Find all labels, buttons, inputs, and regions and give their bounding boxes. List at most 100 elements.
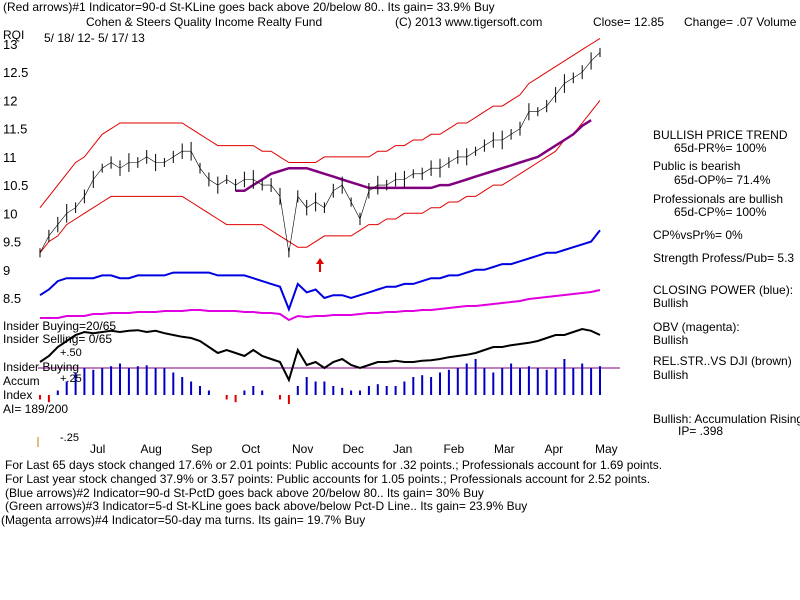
accum-bar	[279, 395, 281, 400]
y-tick-label: 8.5	[3, 291, 21, 306]
accum-bar	[359, 390, 361, 395]
change-value: Change= .07 Volume	[684, 15, 797, 29]
fund-name: Cohen & Steers Quality Income Realty Fun…	[86, 15, 323, 29]
accum-bar	[243, 390, 246, 395]
accum-tick-plus25: +.25	[60, 373, 82, 385]
accum-bar	[590, 368, 593, 395]
indicator-2-text: (Blue arrows)#2 Indicator=90-d St-PctD g…	[5, 486, 484, 500]
pr-value: 65d-PR%= 100%	[674, 141, 767, 155]
accum-bar	[234, 395, 237, 403]
accum-bar	[199, 386, 201, 395]
cp-vs-pr: CP%vsPr%= 0%	[653, 228, 743, 242]
public-status: Public is bearish	[653, 159, 741, 173]
accum-bar	[483, 368, 486, 395]
accum-bar	[403, 381, 406, 395]
accum-bar	[430, 377, 433, 395]
accum-bar	[376, 384, 379, 395]
accum-bar	[261, 390, 264, 395]
indicator-3-text: (Green arrows)#3 Indicator=5-d St-KLine …	[5, 499, 528, 513]
accum-tick-plus50: +.50	[60, 347, 82, 359]
accum-bar	[47, 395, 50, 403]
accum-bar	[65, 381, 68, 395]
x-tick-label: Mar	[494, 442, 515, 456]
footer-last-year: For Last year stock changed 37.9% or 3.5…	[5, 472, 651, 486]
accum-bar	[154, 368, 157, 395]
accum-status: Bullish: Accumulation Rising	[653, 412, 800, 426]
accum-index-bars	[39, 359, 601, 404]
accum-bar	[181, 377, 184, 395]
x-tick-label: Aug	[141, 442, 162, 456]
relstr-label: REL.STR..VS DJI (brown)	[653, 354, 792, 368]
obv-status: Bullish	[653, 333, 689, 347]
y-tick-label: 9	[3, 263, 10, 278]
accum-bar	[163, 368, 166, 395]
accum-bar	[572, 368, 575, 395]
accum-tick-minus25: -.25	[60, 432, 79, 444]
obv-line	[40, 289, 601, 322]
accum-bar	[527, 366, 530, 395]
rel-strength-line	[39, 327, 601, 383]
indicator-1-text: (Red arrows)#1 Indicator=90-d St-KLine g…	[3, 0, 495, 14]
ip-value: IP= .398	[678, 424, 724, 438]
accum-bar	[119, 363, 121, 395]
y-tick-label: 12.5	[3, 65, 28, 80]
accum-bar	[56, 390, 59, 395]
accum-bar	[501, 368, 504, 395]
accum-bar	[465, 363, 468, 395]
x-tick-label: Sep	[191, 442, 213, 456]
accum-bar	[519, 368, 521, 395]
accum-bar	[456, 368, 459, 395]
accum-bar	[599, 366, 601, 395]
lower-band-line	[39, 100, 601, 254]
x-tick-label: Jul	[90, 442, 105, 456]
y-tick-label: 10.5	[3, 178, 28, 193]
x-axis-ticks: Jul Aug Sep Oct Nov Dec Jan Feb Mar Apr May	[90, 442, 618, 456]
accum-bar	[447, 369, 450, 395]
accum-bar	[145, 365, 148, 395]
accum-bar	[385, 386, 388, 395]
y-tick-label: 11	[3, 150, 17, 165]
x-tick-label: Jan	[393, 442, 412, 456]
accum-label: Accum	[3, 374, 40, 388]
ai-label: AI= 189/200	[3, 402, 69, 416]
accum-bar	[367, 386, 370, 395]
bullish-trend-heading: BULLISH PRICE TREND	[653, 128, 788, 142]
accum-bar	[350, 390, 353, 395]
accum-bar	[563, 359, 566, 395]
accum-bar	[74, 372, 77, 395]
accum-bar	[421, 375, 424, 395]
closing-power-line	[39, 229, 601, 313]
accum-bar	[314, 381, 317, 395]
insider-buying-label: Insider Buying=20/65	[3, 319, 117, 333]
pros-status: Professionals are bullish	[653, 192, 784, 206]
insider-selling-label: Insider Selling= 0/65	[3, 332, 113, 346]
accum-bar	[190, 381, 193, 395]
closing-power-status: Bullish	[653, 296, 689, 310]
obv-label: OBV (magenta):	[653, 320, 740, 334]
x-tick-label: Apr	[545, 442, 564, 456]
y-tick-label: 12	[3, 93, 17, 108]
accum-bar	[581, 363, 584, 395]
close-value: Close= 12.85	[593, 15, 665, 29]
y-tick-label: 11.5	[3, 122, 27, 137]
upper-band-line	[39, 37, 601, 209]
footer-65-days: For Last 65 days stock changed 17.6% or …	[5, 458, 663, 472]
index-label: Index	[3, 388, 33, 402]
ma50-line	[235, 119, 592, 193]
accum-bar	[341, 387, 344, 395]
op-value: 65d-OP%= 71.4%	[674, 173, 771, 187]
y-axis-ticks: 13 12.5 12 11.5 11 10.5 10 9.5 9 8.5	[3, 37, 28, 306]
cp-value: 65d-CP%= 100%	[674, 205, 767, 219]
accum-bar	[439, 372, 441, 395]
accum-bar	[332, 386, 335, 395]
accum-bar	[554, 368, 557, 395]
y-tick-label: 13	[3, 37, 17, 52]
x-tick-label: Nov	[292, 442, 313, 456]
accum-bar	[92, 369, 95, 395]
accum-bar	[39, 395, 41, 400]
accum-bar	[127, 368, 130, 395]
x-tick-label: Oct	[242, 442, 261, 456]
closing-power-label: CLOSING POWER (blue):	[653, 283, 794, 297]
accum-bar	[536, 368, 539, 395]
